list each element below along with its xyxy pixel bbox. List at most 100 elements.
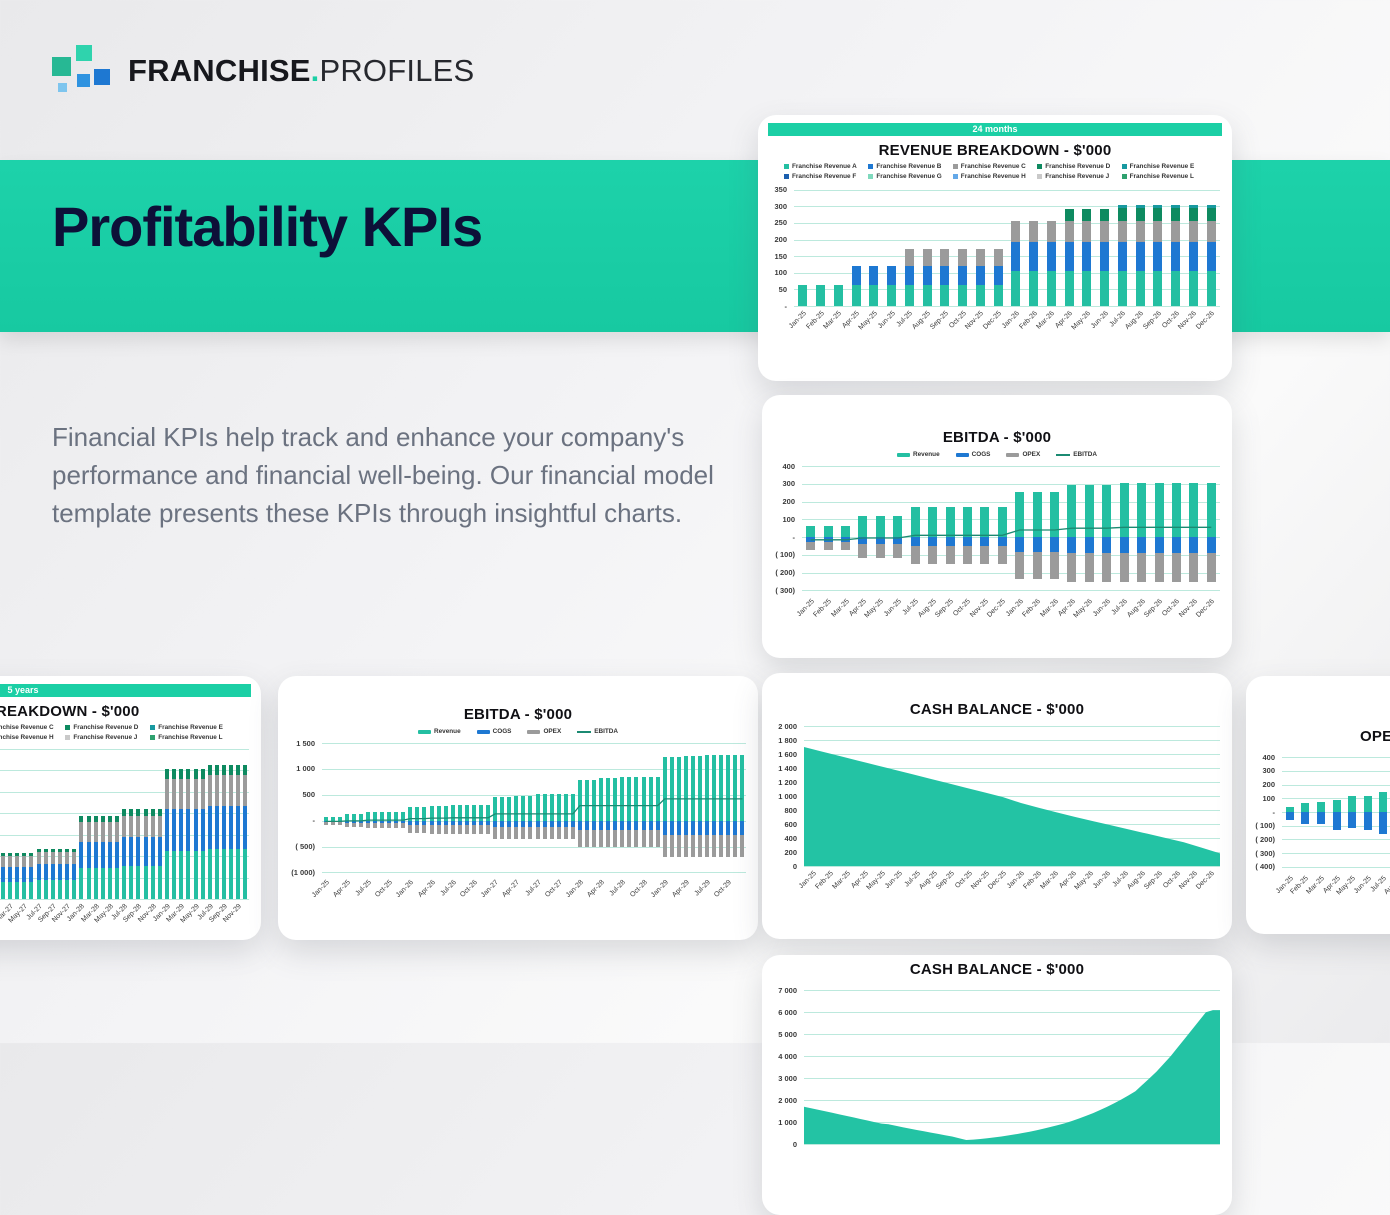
legend-label: Franchise Revenue D [73, 724, 139, 731]
bar-segment [627, 820, 632, 831]
bar-segment [669, 820, 674, 836]
bar-segment [549, 827, 554, 839]
bar-segment [222, 774, 227, 806]
bar-segment [507, 827, 512, 839]
bar-segment [186, 779, 191, 809]
gridline [802, 519, 1220, 521]
bar-segment [129, 815, 134, 837]
bar-segment [15, 881, 20, 899]
bar-segment [394, 823, 399, 829]
legend-label: Franchise Revenue H [960, 173, 1026, 180]
legend-item: Franchise Revenue C [952, 163, 1037, 170]
bar-segment [577, 830, 582, 847]
x-axis-label: Nov-25 [968, 598, 990, 619]
bar-segment [712, 835, 717, 858]
legend-label: Franchise Revenue E [1129, 163, 1195, 170]
bar-segment [691, 835, 695, 858]
bar-segment [500, 820, 505, 828]
bar-segment [1119, 482, 1129, 538]
bar-segment [1117, 241, 1127, 271]
bar-segment [993, 249, 1003, 267]
bar-segment [65, 880, 70, 899]
bar-segment [851, 266, 861, 286]
bar-segment [207, 849, 212, 899]
bar-segment [236, 849, 241, 899]
y-axis-label: 300 [1262, 766, 1275, 776]
bar-segment [164, 850, 169, 899]
cash-area [804, 1010, 1220, 1144]
period-banner-24-months: 24 months [768, 123, 1222, 136]
chart-title: CASH BALANCE - $'000 [909, 701, 1085, 718]
bar-segment [214, 774, 219, 806]
bar-segment [858, 537, 868, 545]
bar-segment [107, 815, 112, 823]
bar-segment [1011, 221, 1021, 242]
bar-segment [79, 822, 84, 842]
bar-segment [323, 817, 328, 821]
legend-label: Franchise Revenue L [158, 734, 223, 741]
bar-segment [676, 820, 681, 836]
bar-segment [535, 820, 540, 828]
bar-segment [1206, 204, 1216, 208]
bar-segment [86, 841, 91, 869]
bar-segment [43, 880, 48, 899]
gridline [802, 501, 1220, 503]
bar-segment [408, 807, 413, 821]
bar-segment [193, 779, 198, 809]
bar-segment [500, 797, 505, 821]
legend-label: Franchise Revenue F [792, 173, 857, 180]
bar-segment [1154, 482, 1164, 538]
bar-segment [669, 835, 674, 858]
x-axis-label: Apr-27 [501, 879, 522, 899]
bar-segment [940, 266, 950, 286]
bar-segment [570, 827, 575, 839]
bar-segment [1029, 270, 1039, 306]
plot-area: 1 500 1 000 500-( 500) (1 000) Jan-25 Apr-25 J… [291, 739, 746, 899]
gridline [0, 791, 249, 793]
bar-segment [1135, 270, 1145, 306]
bar-segment [1332, 812, 1341, 830]
x-axis-label: Mar-25 [831, 870, 853, 891]
bar-segment [648, 776, 653, 821]
bar-segment [1348, 795, 1357, 812]
bar-segment [1046, 270, 1056, 306]
bar-segment [344, 814, 349, 821]
bar-segment [193, 769, 198, 779]
bar-segment [1171, 537, 1181, 554]
legend-label: Franchise Revenue C [0, 724, 54, 731]
legend-item: COGS [476, 728, 511, 735]
bar-segment [904, 249, 914, 267]
x-axis-label: Jul-29 [693, 879, 713, 898]
legend-label: Franchise Revenue J [73, 734, 138, 741]
y-axis-label: ( 500) [295, 842, 315, 852]
bar-segment [236, 805, 241, 850]
bar-segment [57, 880, 62, 899]
bar-segment [535, 793, 540, 821]
bar-segment [36, 852, 41, 864]
bar-segment [662, 757, 667, 821]
bar-segment [1206, 553, 1216, 582]
bar-segment [719, 820, 724, 836]
bar-segment [676, 835, 681, 858]
bar-segment [940, 285, 950, 306]
bar-segment [93, 815, 98, 823]
bar-segment [1379, 791, 1388, 812]
bar-segment [1064, 208, 1074, 222]
line-legend-chip [1056, 453, 1071, 456]
bar-segment [507, 797, 512, 821]
gridline [794, 239, 1220, 241]
bar-segment [15, 866, 20, 882]
bar-segment [1117, 221, 1127, 242]
legend-label: COGS [971, 451, 991, 458]
gridline [802, 590, 1220, 592]
bar-segment [214, 849, 219, 899]
y-axis-label: 600 [784, 819, 797, 829]
x-axis-label: Mar-25 [829, 598, 851, 619]
bar-segment [330, 821, 335, 825]
bar-segment [22, 852, 27, 857]
bar-segment [1171, 221, 1181, 242]
bar-segment [1154, 537, 1164, 554]
bar-segment [1137, 553, 1147, 582]
bar-segment [429, 820, 434, 826]
bar-segment [922, 249, 932, 267]
